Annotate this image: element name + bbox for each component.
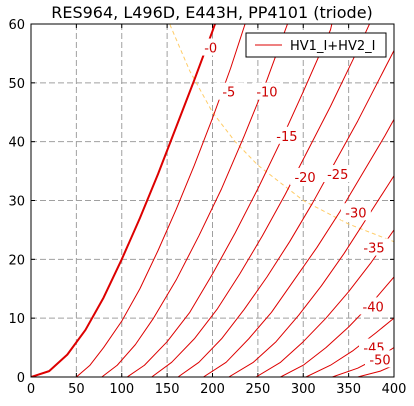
grid-bias-curve xyxy=(126,24,333,377)
grid-bias-curve xyxy=(151,24,371,377)
y-tick-label: 0 xyxy=(17,371,25,386)
y-tick-label: 40 xyxy=(8,136,25,151)
curve-label-bg xyxy=(290,167,321,185)
curve-label: -10 xyxy=(256,86,277,101)
legend: HV1_I+HV2_I xyxy=(245,32,387,58)
plot-area xyxy=(31,24,394,377)
curve-label-bg xyxy=(195,38,226,56)
chart-title: RES964, L496D, E443H, PP4101 (triode) xyxy=(51,3,373,22)
x-tick-label: 200 xyxy=(200,382,225,397)
curve-label: -15 xyxy=(276,130,297,145)
x-tick-label: 350 xyxy=(336,382,361,397)
curve-labels: -0-5 -10-15-20 -25-30-35-40-45-50 xyxy=(195,38,395,368)
x-tick-label: 150 xyxy=(155,382,180,397)
curve-label: -0 xyxy=(204,42,217,57)
curve-label: -50 xyxy=(369,353,390,368)
curve-label: -20 xyxy=(294,171,315,186)
plot-frame xyxy=(30,23,395,378)
grid-bias-curve xyxy=(255,229,394,377)
y-tick-label: 30 xyxy=(8,195,25,210)
curve-label: -30 xyxy=(345,206,366,221)
grid-bias-curve xyxy=(31,24,217,377)
grid-bias-curve xyxy=(305,317,394,377)
curve-label-bg xyxy=(340,203,371,221)
x-tick-label: 50 xyxy=(68,382,85,397)
curve-label: -5 xyxy=(222,86,235,101)
grid-bias-curve xyxy=(228,175,394,377)
grid xyxy=(31,24,394,377)
grid-bias-curve xyxy=(76,24,246,377)
load-line xyxy=(169,24,394,243)
y-tick-label: 60 xyxy=(8,18,25,33)
grid-bias-curve xyxy=(177,50,394,377)
x-tick-label: 250 xyxy=(245,382,270,397)
x-tick-label: 100 xyxy=(109,382,134,397)
curve-label-bg xyxy=(251,82,282,100)
y-tick-label: 50 xyxy=(8,77,25,92)
curve-label-bg xyxy=(213,82,244,100)
y-tick-label: 20 xyxy=(8,253,25,268)
axis-ticks: 0 50 100 150 200 250 300 350 400 0 10 20 30 40 50 60 xyxy=(8,18,406,397)
plot-curves xyxy=(31,24,394,377)
y-tick-label: 10 xyxy=(8,312,25,327)
x-tick-label: 0 xyxy=(27,382,35,397)
curve-label-bg xyxy=(322,165,353,183)
curve-label-bg xyxy=(359,238,390,256)
grid-bias-curve xyxy=(101,24,289,377)
curve-label-bg xyxy=(358,297,389,315)
legend-entry: HV1_I+HV2_I xyxy=(290,39,375,54)
grid-bias-curve xyxy=(203,119,394,377)
x-tick-label: 300 xyxy=(291,382,316,397)
curve-label: -35 xyxy=(363,242,384,257)
curve-label: -25 xyxy=(327,168,348,183)
curve-label-bg xyxy=(271,126,302,144)
curve-label-bg xyxy=(365,350,395,368)
x-tick-label: 400 xyxy=(382,382,407,397)
curve-label: -40 xyxy=(363,300,384,315)
